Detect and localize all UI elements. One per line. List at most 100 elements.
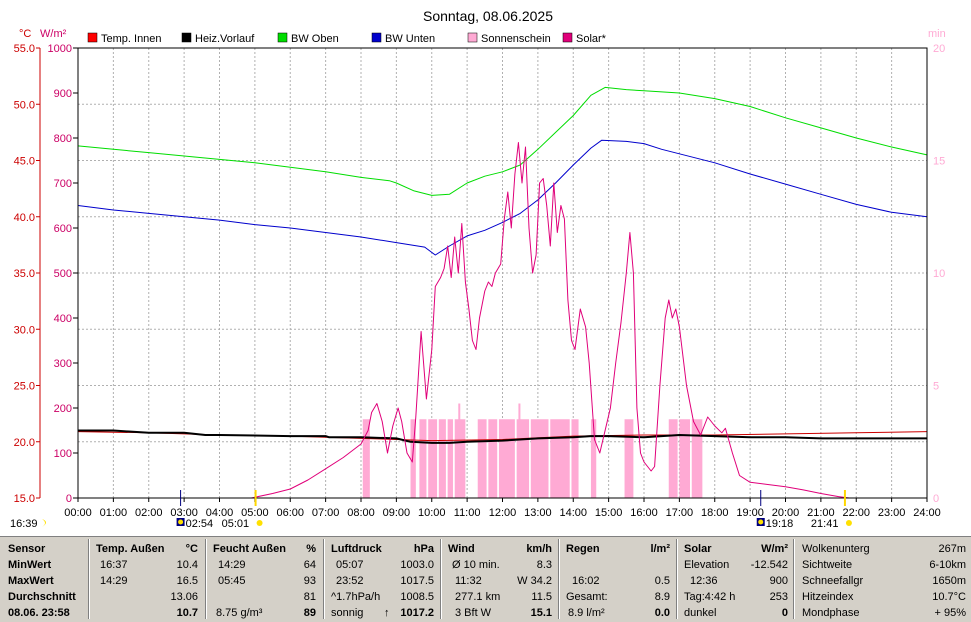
legend-label: Sonnenschein bbox=[481, 33, 551, 45]
pressure-avg: 1008.5 bbox=[400, 591, 434, 603]
sunshine-bar bbox=[447, 419, 453, 498]
y-tick-solar: 100 bbox=[54, 448, 72, 460]
event-time-label: 19:18 bbox=[766, 518, 794, 530]
y-tick-solar: 700 bbox=[54, 178, 72, 190]
stats-panel: Sensor MinWert MaxWert Durchschnitt 08.0… bbox=[0, 536, 971, 622]
sensor-now-label: 08.06. 23:58 bbox=[8, 607, 70, 619]
solar-elev: -12.542 bbox=[750, 559, 788, 571]
rain-now-label: 8.9 l/m² bbox=[568, 607, 605, 619]
sensor-min-label: MinWert bbox=[8, 559, 52, 571]
event-time-label: 16:39 bbox=[10, 518, 38, 530]
sunshine-bar bbox=[691, 419, 703, 498]
weather-chart: Sonntag, 08.06.2025 °C W/m² min Temp. In… bbox=[10, 8, 946, 530]
y-left-unit-celsius: °C bbox=[19, 28, 31, 40]
extra-label-4: Mondphase bbox=[802, 607, 860, 619]
solar-now: 0 bbox=[781, 607, 788, 619]
moon-icon-glyph bbox=[758, 519, 764, 525]
temp-avg: 13.06 bbox=[170, 591, 198, 603]
sunshine-bar bbox=[530, 419, 549, 498]
pressure-now: 1017.2 bbox=[400, 607, 434, 619]
series-bw_oben bbox=[77, 86, 928, 196]
legend-swatch bbox=[562, 32, 573, 43]
wind-distance: 277.1 km bbox=[455, 591, 501, 603]
y-tick-temp: 50.0 bbox=[14, 99, 35, 111]
series-lines bbox=[77, 86, 928, 499]
y-tick-temp: 15.0 bbox=[14, 493, 35, 505]
extra-label-3: Hitzeindex bbox=[802, 591, 854, 603]
x-tick-label: 16:00 bbox=[630, 507, 658, 519]
temp-min-time: 16:37 bbox=[100, 559, 128, 571]
sunshine-bar bbox=[438, 419, 446, 498]
chart-title: Sonntag, 08.06.2025 bbox=[423, 8, 553, 24]
legend-swatch bbox=[371, 32, 382, 43]
x-tick-label: 23:00 bbox=[878, 507, 906, 519]
rain-max-time: 16:02 bbox=[572, 575, 600, 587]
legend-label: Temp. Innen bbox=[101, 33, 162, 45]
x-tick-label: 09:00 bbox=[383, 507, 411, 519]
solar-day-label: Tag:4:42 h bbox=[684, 591, 736, 603]
humid-header: Feucht Außen bbox=[213, 543, 286, 555]
y-tick-solar: 800 bbox=[54, 133, 72, 145]
humid-min: 64 bbox=[303, 559, 316, 571]
y-tick-temp: 35.0 bbox=[14, 268, 35, 280]
wind-avg: 8.3 bbox=[536, 559, 552, 571]
x-tick-label: 10:00 bbox=[418, 507, 446, 519]
pressure-max: 1017.5 bbox=[400, 575, 434, 587]
sunshine-bars bbox=[362, 403, 703, 498]
legend: Temp. Innen Heiz.Vorlauf BW Oben BW Unten So… bbox=[87, 32, 607, 45]
y-tick-min: 15 bbox=[933, 156, 945, 168]
wind-mean: 11.5 bbox=[531, 591, 552, 603]
y-tick-solar: 0 bbox=[66, 493, 72, 505]
x-tick-label: 05:00 bbox=[241, 507, 269, 519]
y-tick-temp: 20.0 bbox=[14, 437, 35, 449]
x-tick-label: 08:00 bbox=[347, 507, 375, 519]
legend-swatch bbox=[87, 32, 98, 43]
series-bw_unten bbox=[77, 139, 928, 256]
sunshine-bar bbox=[428, 419, 438, 498]
y-tick-temp: 40.0 bbox=[14, 212, 35, 224]
rain-total: 8.9 bbox=[654, 591, 670, 603]
pressure-header: Luftdruck bbox=[331, 543, 382, 555]
sunshine-bar bbox=[362, 419, 370, 498]
rain-unit: l/m² bbox=[650, 543, 670, 555]
humid-max-time: 05:45 bbox=[218, 575, 246, 587]
extra-label-1: Sichtweite bbox=[802, 559, 853, 571]
solar-avg: 253 bbox=[769, 591, 788, 603]
x-tick-label: 02:00 bbox=[135, 507, 163, 519]
temp-now: 10.7 bbox=[176, 607, 198, 619]
sun-moon-events: 16:39 02:54 05:01 19:18 21:41 bbox=[10, 490, 852, 530]
y-tick-solar: 300 bbox=[54, 358, 72, 370]
pressure-max-time: 23:52 bbox=[336, 575, 364, 587]
wind-unit: km/h bbox=[526, 543, 552, 555]
wind-avg-label: Ø 10 min. bbox=[452, 559, 500, 571]
moon-icon bbox=[42, 519, 46, 527]
solar-max: 900 bbox=[769, 575, 788, 587]
temp-unit: °C bbox=[185, 543, 198, 555]
sensor-max-label: MaxWert bbox=[8, 575, 54, 587]
solar-elev-label: Elevation bbox=[684, 559, 730, 571]
sunshine-bar bbox=[668, 419, 678, 498]
x-tick-label: 19:00 bbox=[736, 507, 764, 519]
temp-header: Temp. Außen bbox=[96, 543, 165, 555]
event-time-label: 02:54 bbox=[186, 518, 214, 530]
sunshine-bar bbox=[498, 419, 515, 498]
legend-swatch bbox=[181, 32, 192, 43]
y-axis-right: 20 15 10 5 0 bbox=[933, 43, 945, 505]
x-tick-label: 18:00 bbox=[701, 507, 729, 519]
x-tick-label: 04:00 bbox=[206, 507, 234, 519]
sunshine-bar bbox=[410, 419, 416, 498]
y-left-unit-solar: W/m² bbox=[40, 28, 67, 40]
y-tick-temp: 45.0 bbox=[14, 156, 35, 168]
pressure-min: 1003.0 bbox=[400, 559, 434, 571]
humid-unit: % bbox=[306, 543, 316, 555]
sunshine-peak bbox=[518, 403, 521, 498]
x-tick-label: 22:00 bbox=[842, 507, 870, 519]
y-tick-solar: 900 bbox=[54, 88, 72, 100]
humid-avg: 81 bbox=[303, 591, 316, 603]
legend-swatch bbox=[467, 32, 478, 43]
y-tick-min: 0 bbox=[933, 493, 939, 505]
sensor-avg-label: Durchschnitt bbox=[8, 591, 76, 603]
temp-min: 10.4 bbox=[176, 559, 198, 571]
legend-swatch bbox=[277, 32, 288, 43]
wind-max: W 34.2 bbox=[517, 575, 552, 587]
